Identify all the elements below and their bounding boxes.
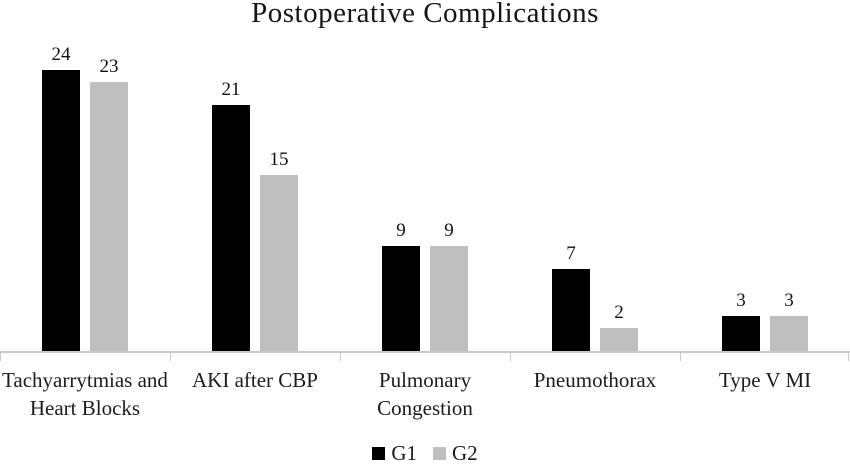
bar-g2: 3 [770,291,808,351]
x-axis-labels: Tachyarrytmias and Heart Blocks AKI after… [0,366,850,422]
bar-rect [722,315,760,351]
axis-tick [0,351,1,361]
legend-swatch-icon [372,447,386,460]
bar-rect [42,70,80,351]
bar-rect [260,175,298,351]
bar-g1: 24 [42,45,80,351]
bar-g1: 7 [552,244,590,351]
legend-label: G2 [452,441,478,465]
axis-tick [510,351,511,361]
bar-g2: 9 [430,221,468,351]
value-label: 15 [269,149,289,171]
value-label: 2 [614,301,624,323]
value-label: 7 [566,243,576,264]
value-label: 21 [221,79,241,101]
legend-swatch-icon [433,447,446,460]
bar-rect [212,105,250,351]
bar-g2: 23 [90,57,128,351]
value-label: 9 [444,219,454,241]
category-label: AKI after CBP [192,368,318,392]
bar-g1: 21 [212,80,250,351]
axis-tick [340,351,341,361]
legend: G1 G2 [0,441,850,466]
bar-g2: 2 [600,303,638,351]
bar-g2: 15 [260,150,298,351]
bar-rect [770,315,808,351]
bar-rect [552,269,590,351]
value-label: 3 [736,289,746,311]
bar-g1: 9 [382,221,420,351]
value-label: 9 [396,219,406,241]
category-label: Tachyarrytmias and Heart Blocks [2,368,168,420]
category-label: Type V MI [718,368,812,392]
legend-label: G1 [391,441,417,465]
bar-g1: 3 [722,291,760,351]
value-label: 23 [99,55,119,77]
legend-item-g2: G2 [433,441,478,466]
plot-area: 24 23 21 15 9 9 7 2 3 3 [0,0,850,353]
axis-tick [170,351,171,361]
bar-group: 21 15 [170,0,340,351]
value-label: 3 [784,289,794,311]
category-label: Pneumothorax [533,368,657,392]
bar-rect [90,81,128,351]
axis-tick [680,351,681,361]
bar-rect [382,245,420,351]
legend-item-g1: G1 [372,441,417,466]
bar-rect [430,245,468,351]
bar-rect [600,327,638,351]
chart-title: Postoperative Complications [251,0,599,29]
axis-tick [848,351,849,361]
category-label: Pulmonary Congestion [377,368,473,420]
value-label: 24 [51,44,71,65]
bar-group: 24 23 [0,0,170,351]
